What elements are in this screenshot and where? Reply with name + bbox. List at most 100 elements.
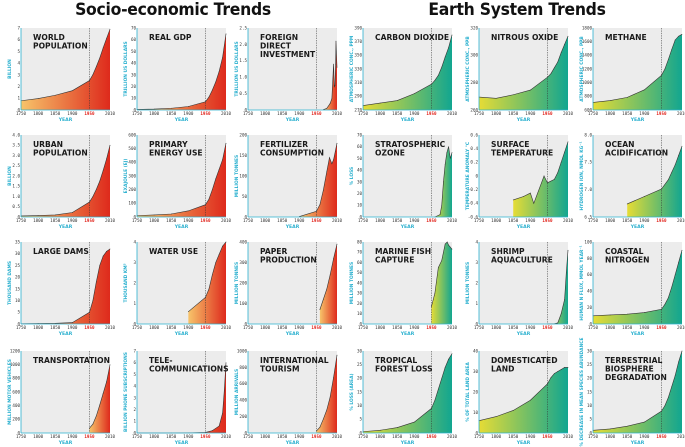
y-tick-label: 6	[17, 37, 20, 42]
chart-title-line: COASTAL	[605, 247, 644, 256]
x-tick-label: 1750	[16, 111, 27, 116]
data-area	[21, 145, 110, 217]
y-tick-label: 50	[357, 270, 363, 275]
data-point	[379, 102, 381, 104]
data-point	[530, 399, 531, 401]
data-point	[451, 248, 453, 250]
data-point	[329, 103, 331, 104]
y-tick-label: 3	[17, 72, 20, 77]
y-tick-label: 600	[128, 132, 136, 137]
y-tick-label: 0	[589, 430, 592, 435]
y-tick-label: 0	[17, 430, 20, 435]
chart-large-dams: 1750 1800 1850 1900 1950 2010 0 5 10 15 20 25 30 35 YE…	[7, 239, 115, 337]
data-point	[523, 196, 524, 197]
y-axis-label: HUMAN N FLUX, MMOL YEAR⁻¹	[579, 245, 585, 320]
chart-marine-fish-capture: 1750 1800 1850 1900 1950 2010 0 10 20 30 40 50 60 70 8…	[349, 239, 457, 337]
x-tick-label: 1900	[294, 218, 305, 223]
y-tick-label: 1200	[10, 348, 21, 353]
y-tick-label: 30	[587, 348, 593, 353]
x-tick-label: 1900	[409, 434, 420, 439]
x-tick-label: 2010	[447, 111, 458, 116]
data-point	[414, 93, 415, 94]
x-tick-label: 1950	[542, 111, 553, 116]
data-point	[567, 141, 569, 143]
chart-title-line: POPULATION	[33, 148, 88, 157]
data-point	[225, 241, 227, 243]
data-point	[609, 428, 611, 430]
data-point	[95, 188, 97, 190]
data-point	[170, 213, 172, 215]
y-tick-label: 30	[357, 348, 363, 353]
y-tick-label: 400	[239, 398, 247, 403]
x-tick-label: 1900	[294, 325, 305, 330]
y-tick-label: 330	[354, 66, 362, 71]
y-axis-label: TEMPERATURE ANOMALY °C	[465, 142, 471, 210]
y-axis-label: MILLION MOTOR VEHICLES	[7, 359, 13, 425]
chart-title-line: CARBON DIOXIDE	[375, 33, 449, 42]
data-point	[215, 178, 217, 180]
socio-economic-heading: Socio-economic Trends	[75, 0, 271, 20]
chart-title-line: TERRESTRIAL	[605, 356, 662, 365]
x-axis-label: YEAR	[58, 117, 73, 123]
data-point	[329, 157, 330, 158]
y-axis-label: ATMOSPHERIC CONC., PPB	[465, 36, 471, 102]
data-point	[681, 249, 683, 251]
y-tick-label: 15	[357, 389, 363, 394]
data-point	[448, 358, 449, 360]
data-point	[512, 199, 514, 201]
data-point	[678, 35, 679, 37]
y-tick-label: 310	[354, 80, 362, 85]
x-tick-label: 1900	[183, 434, 194, 439]
x-tick-label: 2010	[563, 325, 574, 330]
chart-title-line: SHRIMP	[491, 247, 525, 256]
data-point	[644, 89, 645, 91]
chart-title-line: CAPTURE	[375, 255, 414, 264]
data-point	[441, 260, 443, 261]
chart-title-line: PRIMARY	[149, 140, 188, 149]
data-point	[495, 97, 497, 99]
plot-background	[363, 135, 452, 217]
data-point	[218, 425, 220, 427]
y-tick-label: 60	[587, 272, 593, 277]
x-tick-label: 1950	[426, 111, 437, 116]
data-point	[335, 40, 337, 42]
x-tick-label: 1850	[622, 111, 633, 116]
y-tick-label: 400	[239, 239, 247, 244]
y-tick-label: 40	[131, 61, 137, 66]
y-tick-label: 4	[133, 239, 136, 244]
y-tick-label: 10	[357, 311, 363, 316]
data-point	[336, 67, 338, 68]
data-area	[188, 242, 226, 324]
x-tick-label: 2010	[563, 434, 574, 439]
data-point	[530, 192, 531, 194]
data-point	[434, 80, 436, 81]
data-point	[434, 292, 436, 294]
data-point	[72, 90, 73, 92]
x-tick-label: 1900	[67, 325, 78, 330]
data-point	[626, 203, 628, 205]
data-point	[667, 59, 669, 60]
x-tick-label: 1950	[84, 218, 95, 223]
chart-title-line: TROPICAL	[375, 356, 417, 365]
data-point	[215, 262, 217, 263]
data-point	[441, 377, 443, 379]
data-point	[444, 243, 446, 245]
y-tick-label: 30	[131, 72, 137, 77]
x-tick-label: 1800	[491, 111, 502, 116]
y-tick-label: -0.4	[468, 201, 479, 206]
data-point	[414, 421, 415, 423]
data-point	[92, 423, 94, 425]
data-point	[92, 300, 94, 301]
y-tick-label: 20	[15, 275, 21, 280]
y-tick-label: 800	[12, 376, 20, 381]
x-tick-label: 1850	[622, 325, 633, 330]
y-tick-label: 5	[133, 372, 136, 377]
x-tick-label: 1800	[605, 218, 616, 223]
y-tick-label: 2.0	[12, 173, 20, 178]
y-tick-label: 15	[15, 286, 21, 291]
data-point	[560, 52, 562, 53]
y-tick-label: 1.5	[12, 184, 20, 189]
data-area	[319, 244, 337, 324]
data-point	[319, 309, 321, 310]
x-tick-label: 1800	[375, 434, 386, 439]
